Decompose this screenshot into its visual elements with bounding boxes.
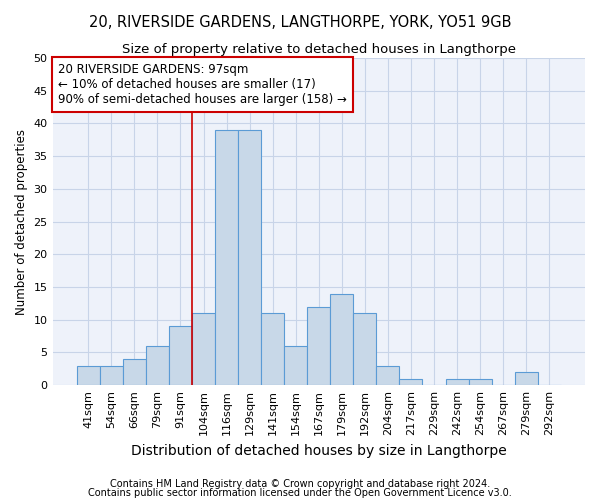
Bar — [146, 346, 169, 385]
Bar — [77, 366, 100, 385]
Bar — [238, 130, 261, 385]
Title: Size of property relative to detached houses in Langthorpe: Size of property relative to detached ho… — [122, 42, 516, 56]
Bar — [515, 372, 538, 385]
Bar — [100, 366, 123, 385]
Y-axis label: Number of detached properties: Number of detached properties — [15, 128, 28, 314]
Text: Contains public sector information licensed under the Open Government Licence v3: Contains public sector information licen… — [88, 488, 512, 498]
Bar — [261, 313, 284, 385]
Bar — [353, 313, 376, 385]
Bar — [123, 359, 146, 385]
Bar — [469, 378, 491, 385]
Bar — [330, 294, 353, 385]
X-axis label: Distribution of detached houses by size in Langthorpe: Distribution of detached houses by size … — [131, 444, 506, 458]
Text: 20, RIVERSIDE GARDENS, LANGTHORPE, YORK, YO51 9GB: 20, RIVERSIDE GARDENS, LANGTHORPE, YORK,… — [89, 15, 511, 30]
Bar — [400, 378, 422, 385]
Bar — [284, 346, 307, 385]
Bar — [215, 130, 238, 385]
Bar — [169, 326, 192, 385]
Bar — [446, 378, 469, 385]
Bar — [376, 366, 400, 385]
Text: Contains HM Land Registry data © Crown copyright and database right 2024.: Contains HM Land Registry data © Crown c… — [110, 479, 490, 489]
Bar — [192, 313, 215, 385]
Text: 20 RIVERSIDE GARDENS: 97sqm
← 10% of detached houses are smaller (17)
90% of sem: 20 RIVERSIDE GARDENS: 97sqm ← 10% of det… — [58, 63, 347, 106]
Bar — [307, 306, 330, 385]
